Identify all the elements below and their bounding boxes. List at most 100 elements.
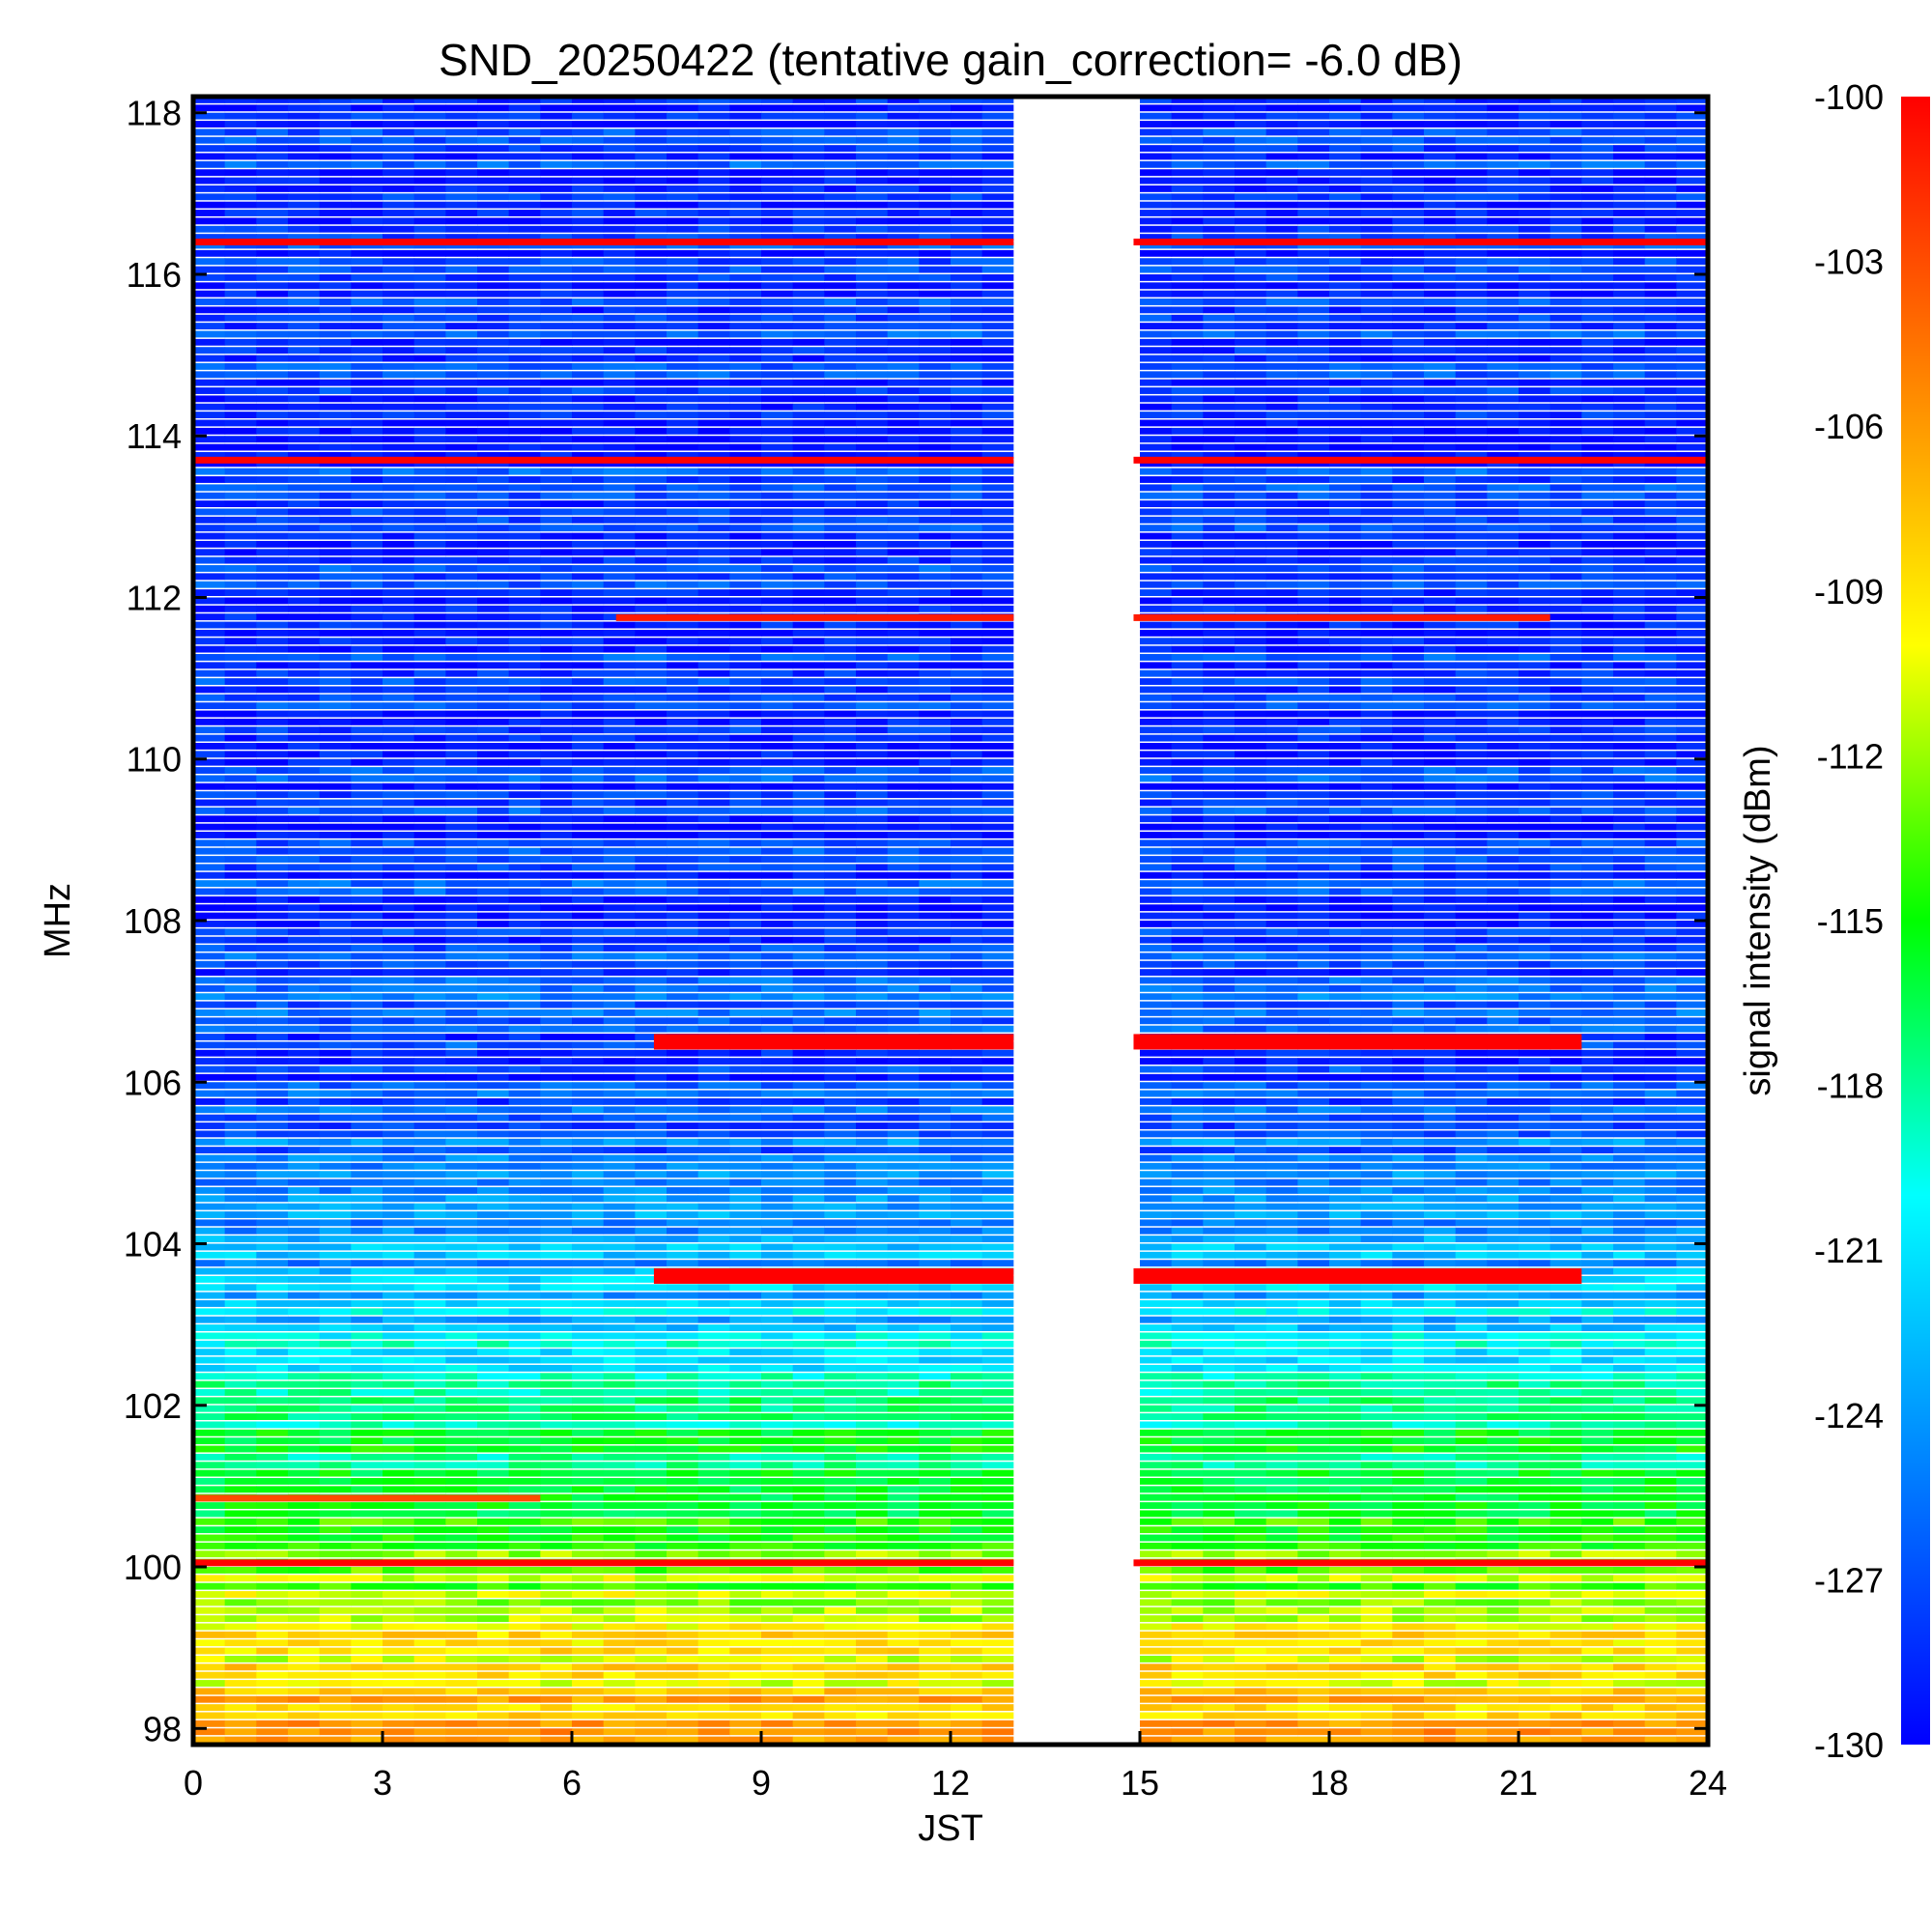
- heatmap-cell: [1581, 1397, 1614, 1405]
- heatmap-cell: [1360, 1251, 1393, 1259]
- heatmap-cell: [351, 1445, 384, 1453]
- heatmap-cell: [477, 871, 510, 879]
- heatmap-cell: [1360, 1147, 1393, 1154]
- heatmap-cell: [1424, 977, 1457, 984]
- heatmap-cell: [540, 1034, 573, 1040]
- heatmap-cell: [1265, 1082, 1298, 1090]
- heatmap-cell: [445, 1606, 478, 1614]
- heatmap-cell: [193, 1300, 226, 1307]
- heatmap-cell: [1297, 1704, 1330, 1712]
- heatmap-cell: [667, 1292, 699, 1299]
- heatmap-cell: [635, 1606, 668, 1614]
- heatmap-cell: [1613, 1122, 1646, 1129]
- heatmap-cell: [1613, 1017, 1646, 1025]
- heatmap-cell: [1549, 1162, 1582, 1170]
- heatmap-cell: [1392, 945, 1425, 952]
- heatmap-cell: [761, 1114, 794, 1122]
- heatmap-cell: [572, 871, 605, 879]
- heatmap-cell: [572, 1211, 605, 1218]
- heatmap-cell: [824, 921, 857, 927]
- heatmap-cell: [224, 1316, 257, 1323]
- heatmap-cell: [383, 1049, 415, 1057]
- heatmap-cell: [1644, 1429, 1677, 1436]
- heatmap-cell: [224, 1219, 257, 1227]
- heatmap-cell: [1235, 928, 1267, 936]
- heatmap-cell: [824, 1186, 857, 1194]
- heatmap-cell: [224, 1502, 257, 1509]
- heatmap-cell: [635, 1405, 668, 1412]
- heatmap-cell: [887, 1591, 920, 1598]
- heatmap-cell: [445, 1364, 478, 1372]
- heatmap-cell: [951, 1236, 983, 1243]
- heatmap-cell: [1265, 1639, 1298, 1647]
- heatmap-cell: [477, 904, 510, 912]
- heatmap-cell: [288, 880, 321, 888]
- heatmap-cell: [413, 1397, 446, 1405]
- heatmap-cell: [1203, 1090, 1236, 1097]
- heatmap-cell: [383, 1542, 415, 1549]
- heatmap-cell: [445, 1719, 478, 1727]
- heatmap-cell: [1297, 1606, 1330, 1614]
- heatmap-cell: [508, 904, 541, 912]
- heatmap-cell: [1360, 1445, 1393, 1453]
- heatmap-cell: [413, 1130, 446, 1138]
- heatmap-cell: [761, 936, 794, 944]
- heatmap-cell: [603, 1736, 636, 1744]
- heatmap-cell: [919, 928, 952, 936]
- heatmap-cell: [1581, 1001, 1614, 1009]
- heatmap-cell: [1171, 1162, 1204, 1170]
- heatmap-cell: [383, 1284, 415, 1292]
- heatmap-cell: [761, 1623, 794, 1631]
- heatmap-cell: [1519, 1534, 1551, 1542]
- heatmap-cell: [1140, 1397, 1173, 1405]
- heatmap-cell: [1265, 1332, 1298, 1340]
- heatmap-cell: [477, 1639, 510, 1647]
- heatmap-cell: [1329, 1397, 1362, 1405]
- heatmap-cell: [351, 952, 384, 960]
- heatmap-cell: [1519, 1001, 1551, 1009]
- heatmap-cell: [824, 1154, 857, 1162]
- heatmap-cell: [667, 895, 699, 903]
- heatmap-cell: [697, 921, 730, 927]
- heatmap-cell: [792, 1251, 825, 1259]
- heatmap-cell: [635, 960, 668, 968]
- heatmap-cell: [1549, 1599, 1582, 1606]
- heatmap-cell: [667, 1631, 699, 1638]
- heatmap-cell: [981, 1195, 1014, 1203]
- heatmap-cell: [1519, 936, 1551, 944]
- heatmap-cell: [1644, 1267, 1677, 1275]
- heatmap-cell: [1676, 1097, 1708, 1105]
- heatmap-cell: [319, 1639, 352, 1647]
- heatmap-cell: [508, 1171, 541, 1179]
- heatmap-cell: [1171, 1453, 1204, 1461]
- heatmap-cell: [729, 1413, 762, 1420]
- heatmap-cell: [824, 1300, 857, 1307]
- heatmap-cell: [729, 1356, 762, 1364]
- heatmap-cell: [413, 1373, 446, 1380]
- heatmap-cell: [1329, 936, 1362, 944]
- heatmap-cell: [824, 1073, 857, 1081]
- heatmap-cell: [351, 1243, 384, 1251]
- heatmap-cell: [256, 839, 289, 847]
- heatmap-cell: [445, 1656, 478, 1662]
- heatmap-cell: [1392, 1719, 1425, 1727]
- heatmap-cell: [887, 1090, 920, 1097]
- heatmap-cell: [603, 1567, 636, 1574]
- heatmap-cell: [792, 928, 825, 936]
- heatmap-cell: [824, 1429, 857, 1436]
- heatmap-cell: [445, 1421, 478, 1429]
- heatmap-cell: [1297, 1130, 1330, 1138]
- heatmap-cell: [667, 1017, 699, 1025]
- heatmap-cell: [508, 1478, 541, 1485]
- heatmap-cell: [887, 1316, 920, 1323]
- heatmap-cell: [1140, 1493, 1173, 1501]
- heatmap-cell: [1203, 1082, 1236, 1090]
- heatmap-cell: [1203, 1736, 1236, 1744]
- heatmap-cell: [1644, 1138, 1677, 1146]
- heatmap-cell: [224, 888, 257, 895]
- heatmap-cell: [1613, 1251, 1646, 1259]
- heatmap-cell: [635, 1316, 668, 1323]
- heatmap-cell: [1549, 1300, 1582, 1307]
- heatmap-cell: [1140, 1316, 1173, 1323]
- heatmap-cell: [1235, 1284, 1267, 1292]
